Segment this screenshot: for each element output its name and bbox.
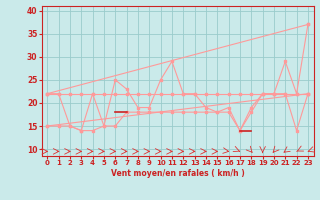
X-axis label: Vent moyen/en rafales ( km/h ): Vent moyen/en rafales ( km/h ) <box>111 169 244 178</box>
